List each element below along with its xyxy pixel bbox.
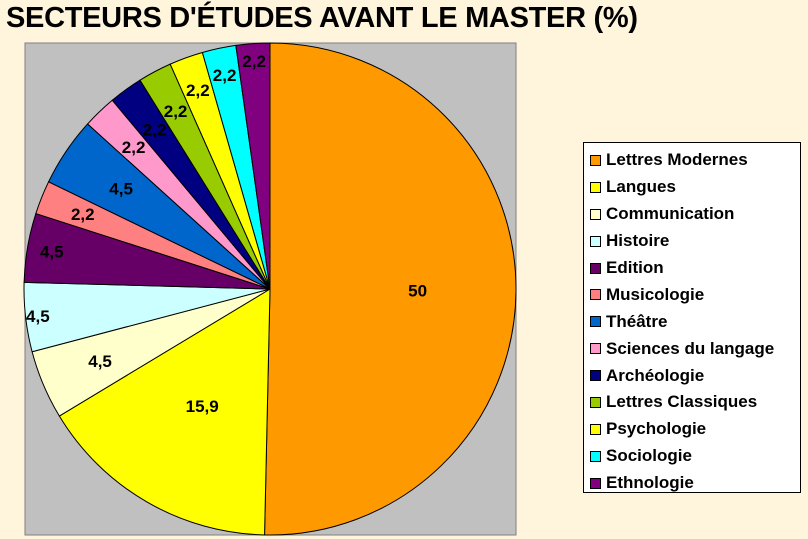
data-label-psychologie: 2,2 <box>186 81 210 100</box>
data-label-sciences-du-langage: 2,2 <box>122 138 146 157</box>
data-label-theatre: 4,5 <box>109 180 133 199</box>
legend-label: Sociologie <box>606 446 692 466</box>
legend-item-psychologie: Psychologie <box>590 416 800 443</box>
data-label-langues: 15,9 <box>186 397 219 416</box>
legend-item-edition: Edition <box>590 255 800 282</box>
legend-label: Ethnologie <box>606 473 694 493</box>
legend-label: Langues <box>606 177 676 197</box>
legend-label: Musicologie <box>606 284 705 304</box>
legend-item-langues: Langues <box>590 174 800 201</box>
legend-swatch <box>590 154 601 166</box>
data-label-ethnologie: 2,2 <box>242 52 266 71</box>
legend-label: Sciences du langage <box>606 338 775 358</box>
legend-item-musicologie: Musicologie <box>590 281 800 308</box>
legend-item-lettres-modernes: Lettres Modernes <box>590 147 800 174</box>
data-label-musicologie: 2,2 <box>71 205 95 224</box>
legend-swatch <box>590 181 601 193</box>
legend-swatch <box>590 477 601 489</box>
pie-slice-lettres-modernes <box>264 42 517 536</box>
data-label-sociologie: 2,2 <box>213 66 237 85</box>
legend-swatch <box>590 343 601 355</box>
legend-label: Lettres Modernes <box>606 150 748 170</box>
legend-label: Lettres Classiques <box>606 392 758 412</box>
legend-swatch <box>590 450 601 462</box>
legend-item-sociologie: Sociologie <box>590 443 800 470</box>
legend-swatch <box>590 208 601 220</box>
legend-item-histoire: Histoire <box>590 228 800 255</box>
data-label-lettres-modernes: 50 <box>408 282 427 301</box>
legend: Lettres Modernes Langues Communication Hist… <box>583 142 801 493</box>
legend-item-theatre: Théâtre <box>590 308 800 335</box>
legend-swatch <box>590 235 601 247</box>
legend-item-archeologie: Archéologie <box>590 362 800 389</box>
legend-label: Archéologie <box>606 365 705 385</box>
legend-label: Histoire <box>606 231 670 251</box>
data-label-archeologie: 2,2 <box>143 121 167 140</box>
data-label-communication: 4,5 <box>88 352 112 371</box>
legend-swatch <box>590 289 601 301</box>
pie-slice-langues <box>58 288 271 536</box>
legend-swatch <box>590 370 601 382</box>
legend-item-ethnologie: Ethnologie <box>590 470 800 497</box>
legend-swatch <box>590 316 601 328</box>
legend-swatch <box>590 423 601 435</box>
legend-swatch <box>590 396 601 408</box>
legend-label: Théâtre <box>606 311 668 331</box>
data-label-lettres-classiques: 2,2 <box>164 102 188 121</box>
legend-swatch <box>590 262 601 274</box>
legend-item-lettres-classiques: Lettres Classiques <box>590 389 800 416</box>
pie-slice-ethnologie <box>235 42 271 290</box>
data-label-edition: 4,5 <box>40 243 64 262</box>
chart-title: SECTEURS D'ÉTUDES AVANT LE MASTER (%) <box>6 2 638 34</box>
legend-item-communication: Communication <box>590 201 800 228</box>
pie-slices <box>23 42 517 536</box>
legend-label: Psychologie <box>606 419 707 439</box>
data-label-histoire: 4,5 <box>26 307 50 326</box>
legend-label: Edition <box>606 258 664 277</box>
legend-label: Communication <box>606 204 735 224</box>
legend-item-sciences-du-langage: Sciences du langage <box>590 335 800 362</box>
